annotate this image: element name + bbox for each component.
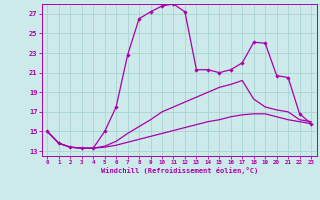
X-axis label: Windchill (Refroidissement éolien,°C): Windchill (Refroidissement éolien,°C) <box>100 167 258 174</box>
